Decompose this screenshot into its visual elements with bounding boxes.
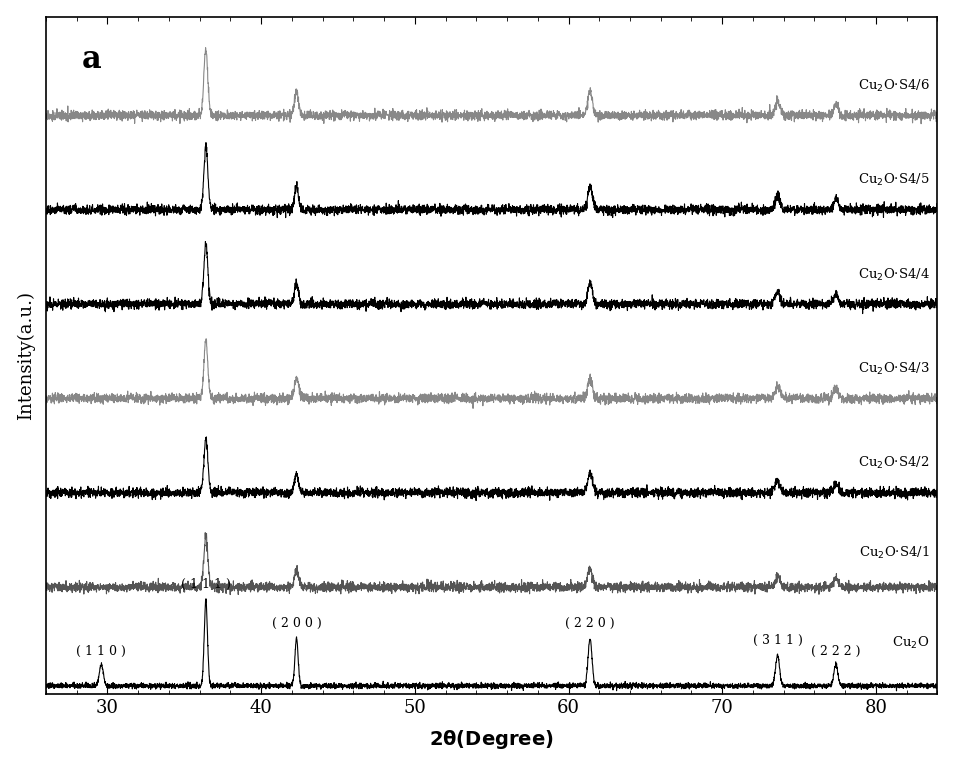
Text: ( 2 2 2 ): ( 2 2 2 ) (810, 644, 860, 657)
X-axis label: $\mathbf{2\theta}$$\mathbf{(Degree)}$: $\mathbf{2\theta}$$\mathbf{(Degree)}$ (429, 728, 554, 751)
Text: a: a (82, 44, 101, 74)
Text: Cu$_2$O: Cu$_2$O (892, 635, 928, 651)
Text: Cu$_2$O·S4/5: Cu$_2$O·S4/5 (858, 172, 928, 188)
Y-axis label: Intensity(a.u.): Intensity(a.u.) (16, 291, 35, 420)
Text: Cu$_2$O·S4/1: Cu$_2$O·S4/1 (859, 545, 928, 561)
Text: ( 2 0 0 ): ( 2 0 0 ) (272, 617, 321, 630)
Text: ( 3 1 1 ): ( 3 1 1 ) (752, 634, 801, 647)
Text: Cu$_2$O·S4/4: Cu$_2$O·S4/4 (857, 266, 928, 283)
Text: Cu$_2$O·S4/2: Cu$_2$O·S4/2 (858, 455, 928, 472)
Text: Cu$_2$O·S4/6: Cu$_2$O·S4/6 (857, 78, 928, 94)
Text: Cu$_2$O·S4/3: Cu$_2$O·S4/3 (857, 361, 928, 377)
Text: ( 2 2 0 ): ( 2 2 0 ) (564, 617, 614, 630)
Text: ( 1 1 0 ): ( 1 1 0 ) (76, 644, 126, 657)
Text: ( 1 1 1 ): ( 1 1 1 ) (181, 578, 231, 591)
